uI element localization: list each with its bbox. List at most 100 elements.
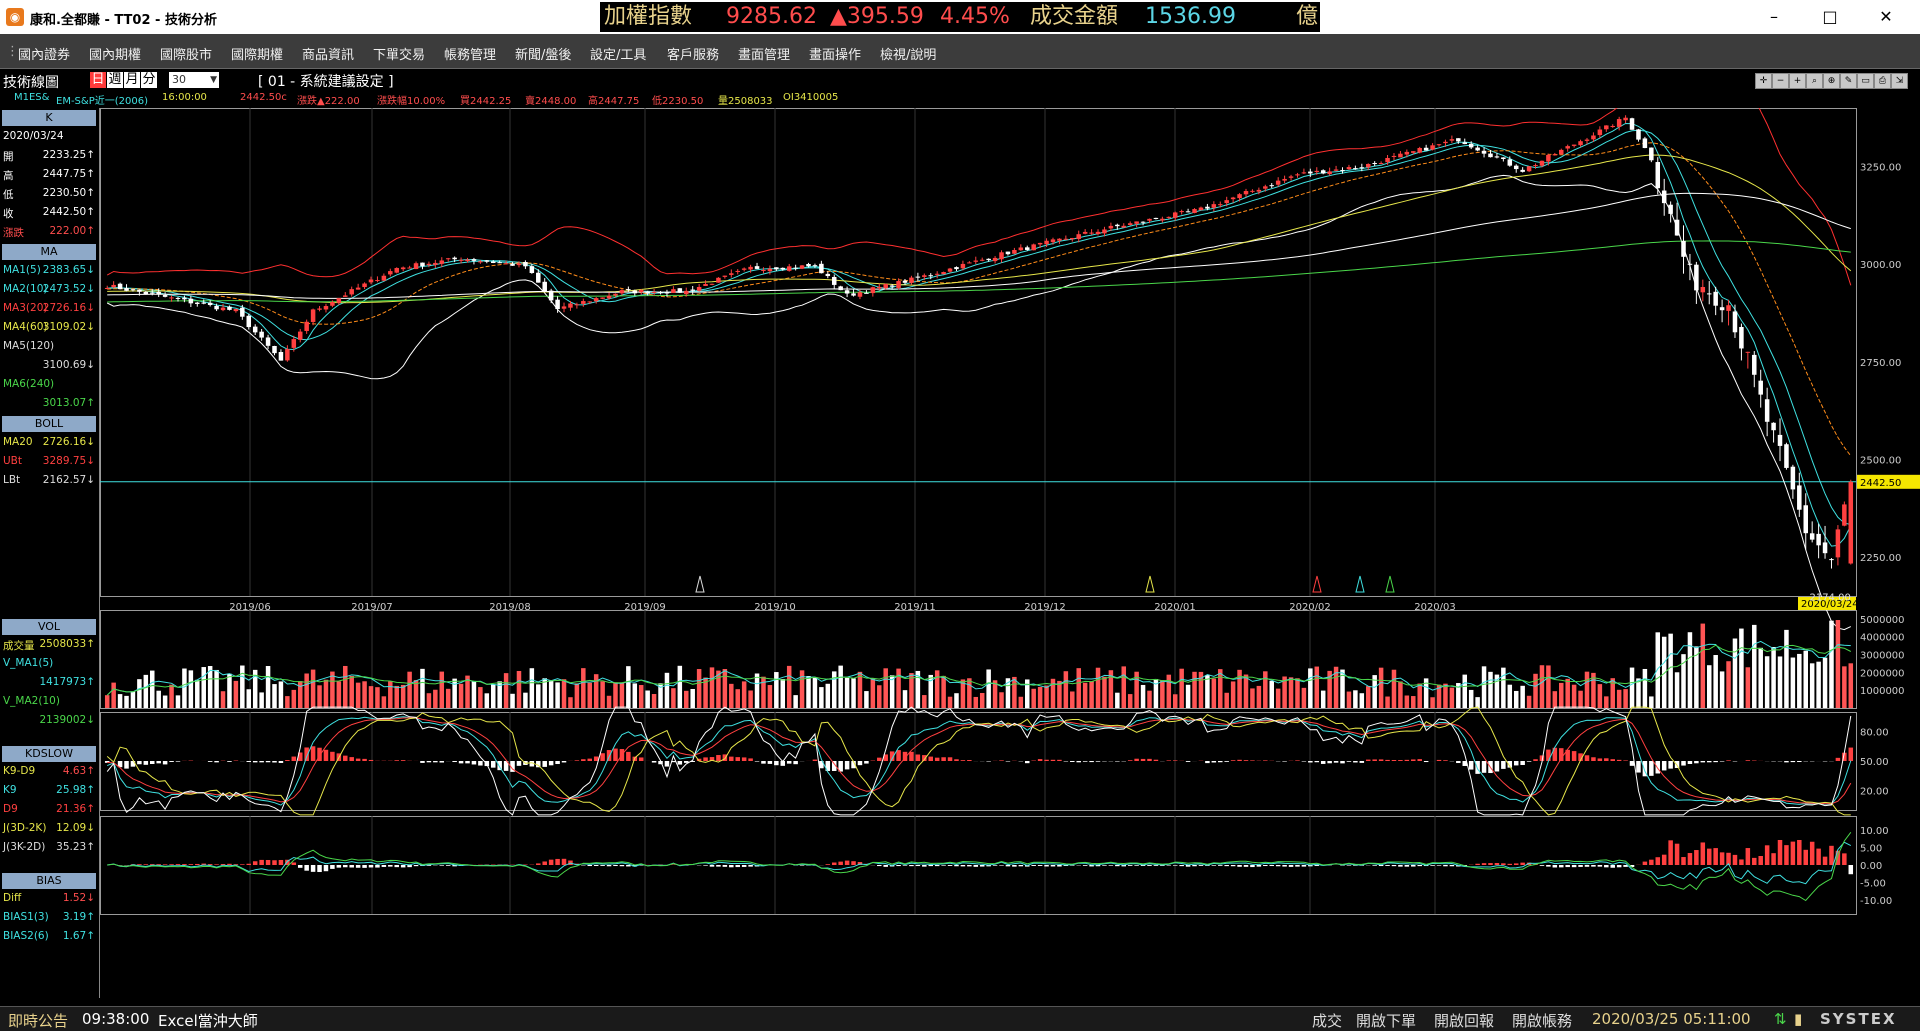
- bias-diff-bar: [980, 865, 985, 867]
- menu-item-customer-service[interactable]: 客戶服務: [667, 44, 719, 63]
- candle-body: [1623, 118, 1628, 121]
- candle-body: [510, 264, 515, 266]
- kd-diff-bar: [678, 761, 683, 765]
- menu-item-intl-futures[interactable]: 國際期權: [231, 44, 283, 63]
- kd-diff-bar: [420, 761, 425, 763]
- kd-diff-bar: [1604, 758, 1609, 761]
- volume-bar: [234, 681, 239, 708]
- volume-bar: [1810, 663, 1815, 708]
- indicator-setting-label[interactable]: [ 01 - 系統建議設定 ]: [258, 71, 394, 91]
- open-order-button[interactable]: 開啟下單: [1356, 1010, 1416, 1031]
- volume-bar: [1398, 681, 1403, 708]
- volume-bar: [1791, 658, 1796, 708]
- kd-diff-bar: [1237, 760, 1242, 761]
- zoom-in-icon[interactable]: +: [1789, 73, 1806, 89]
- window-icon[interactable]: ▭: [1857, 73, 1874, 89]
- chevron-down-icon: ▼: [210, 72, 217, 88]
- volume-bar: [1701, 624, 1706, 708]
- maximize-button[interactable]: □: [1802, 0, 1858, 34]
- volume-bar: [517, 671, 522, 708]
- candle-body: [1758, 381, 1763, 395]
- x-axis-tick-label: 2019/07: [351, 602, 393, 613]
- menu-item-domestic-securities[interactable]: 國內證券: [18, 44, 70, 63]
- period-week-button[interactable]: 週: [107, 72, 123, 88]
- minimize-button[interactable]: –: [1746, 0, 1802, 34]
- kd-diff-bar: [465, 761, 470, 763]
- close-button[interactable]: ✕: [1858, 0, 1914, 34]
- crosshair-icon[interactable]: ✛: [1755, 73, 1772, 89]
- export-icon[interactable]: ⇲: [1891, 73, 1908, 89]
- menu-item-domestic-futures[interactable]: 國內期權: [89, 44, 141, 63]
- bias-diff-bar: [253, 861, 258, 865]
- bias-diff-bar: [440, 865, 445, 866]
- search-icon[interactable]: ⌕: [1806, 73, 1823, 89]
- open-account-button[interactable]: 開啟帳務: [1512, 1010, 1572, 1031]
- menu-item-order-trading[interactable]: 下單交易: [373, 44, 425, 63]
- menu-item-news[interactable]: 新聞/盤後: [515, 44, 571, 63]
- bias-axis-label: 5.00: [1860, 844, 1882, 855]
- candle-body: [993, 258, 998, 261]
- period-month-button[interactable]: 月: [124, 72, 140, 88]
- magnify-icon[interactable]: ⊕: [1823, 73, 1840, 89]
- candle-body: [1482, 151, 1487, 154]
- announce-message[interactable]: Excel當沖大師: [158, 1010, 258, 1031]
- menu-item-product-info[interactable]: 商品資訊: [302, 44, 354, 63]
- kd-diff-bar: [1482, 761, 1487, 773]
- bias-diff-bar: [182, 864, 187, 865]
- volume-bar: [356, 683, 361, 708]
- kd-diff-bar: [1057, 760, 1062, 761]
- j3k2d-line: [107, 707, 1851, 815]
- bias-diff-bar: [1405, 865, 1410, 867]
- zoom-out-icon[interactable]: −: [1772, 73, 1789, 89]
- candle-body: [1218, 204, 1223, 205]
- kd-diff-bar: [1096, 761, 1101, 762]
- volume-bar: [1012, 677, 1017, 708]
- volume-bar: [510, 694, 515, 708]
- signal-arrow-icon: [1313, 576, 1321, 592]
- print-icon[interactable]: ⎙: [1874, 73, 1891, 89]
- volume-bar: [1289, 677, 1294, 708]
- candle-body: [485, 260, 490, 261]
- menu-item-account-mgmt[interactable]: 帳務管理: [444, 44, 496, 63]
- menu-item-view-help[interactable]: 檢視/說明: [880, 44, 936, 63]
- connection-icon: ⇅: [1774, 1010, 1787, 1028]
- menu-item-intl-stocks[interactable]: 國際股市: [160, 44, 212, 63]
- volume-bar: [1044, 686, 1049, 708]
- kd-axis-label: 50.00: [1860, 757, 1889, 768]
- bias-diff-bar: [1289, 865, 1294, 867]
- menu-item-screen-ops[interactable]: 畫面操作: [809, 44, 861, 63]
- candle-body: [755, 266, 760, 269]
- announce-label[interactable]: 即時公告: [8, 1010, 68, 1031]
- volume-bar: [581, 668, 586, 708]
- kd-diff-bar: [1224, 761, 1229, 762]
- candle-body: [497, 262, 502, 263]
- volume-bar: [549, 680, 554, 708]
- open-report-button[interactable]: 開啟回報: [1434, 1010, 1494, 1031]
- kd-diff-bar: [266, 761, 271, 762]
- candle-body: [1308, 172, 1313, 174]
- bias-diff-bar: [1746, 848, 1751, 865]
- draw-tool-icon[interactable]: ✎: [1840, 73, 1857, 89]
- candle-body: [407, 268, 412, 269]
- trade-button[interactable]: 成交: [1312, 1010, 1342, 1031]
- kd-diff-bar: [124, 761, 129, 769]
- candle-body: [478, 261, 483, 262]
- volume-bar: [1302, 688, 1307, 708]
- volume-bar: [317, 685, 322, 708]
- bias-diff-bar: [909, 865, 914, 866]
- candle-body: [941, 272, 946, 274]
- menu-item-screen-mgmt[interactable]: 畫面管理: [738, 44, 790, 63]
- period-day-button[interactable]: 日: [90, 72, 106, 88]
- candle-body: [176, 298, 181, 299]
- period-minute-button[interactable]: 分: [141, 72, 157, 88]
- minutes-select[interactable]: 30 ▼: [169, 72, 219, 88]
- volume-bar: [1102, 677, 1107, 708]
- volume-bar: [504, 673, 509, 708]
- candle-body: [1192, 209, 1197, 213]
- menu-item-settings-tools[interactable]: 設定/工具: [590, 44, 646, 63]
- kd-diff-bar: [491, 761, 496, 768]
- candle-body: [111, 285, 116, 287]
